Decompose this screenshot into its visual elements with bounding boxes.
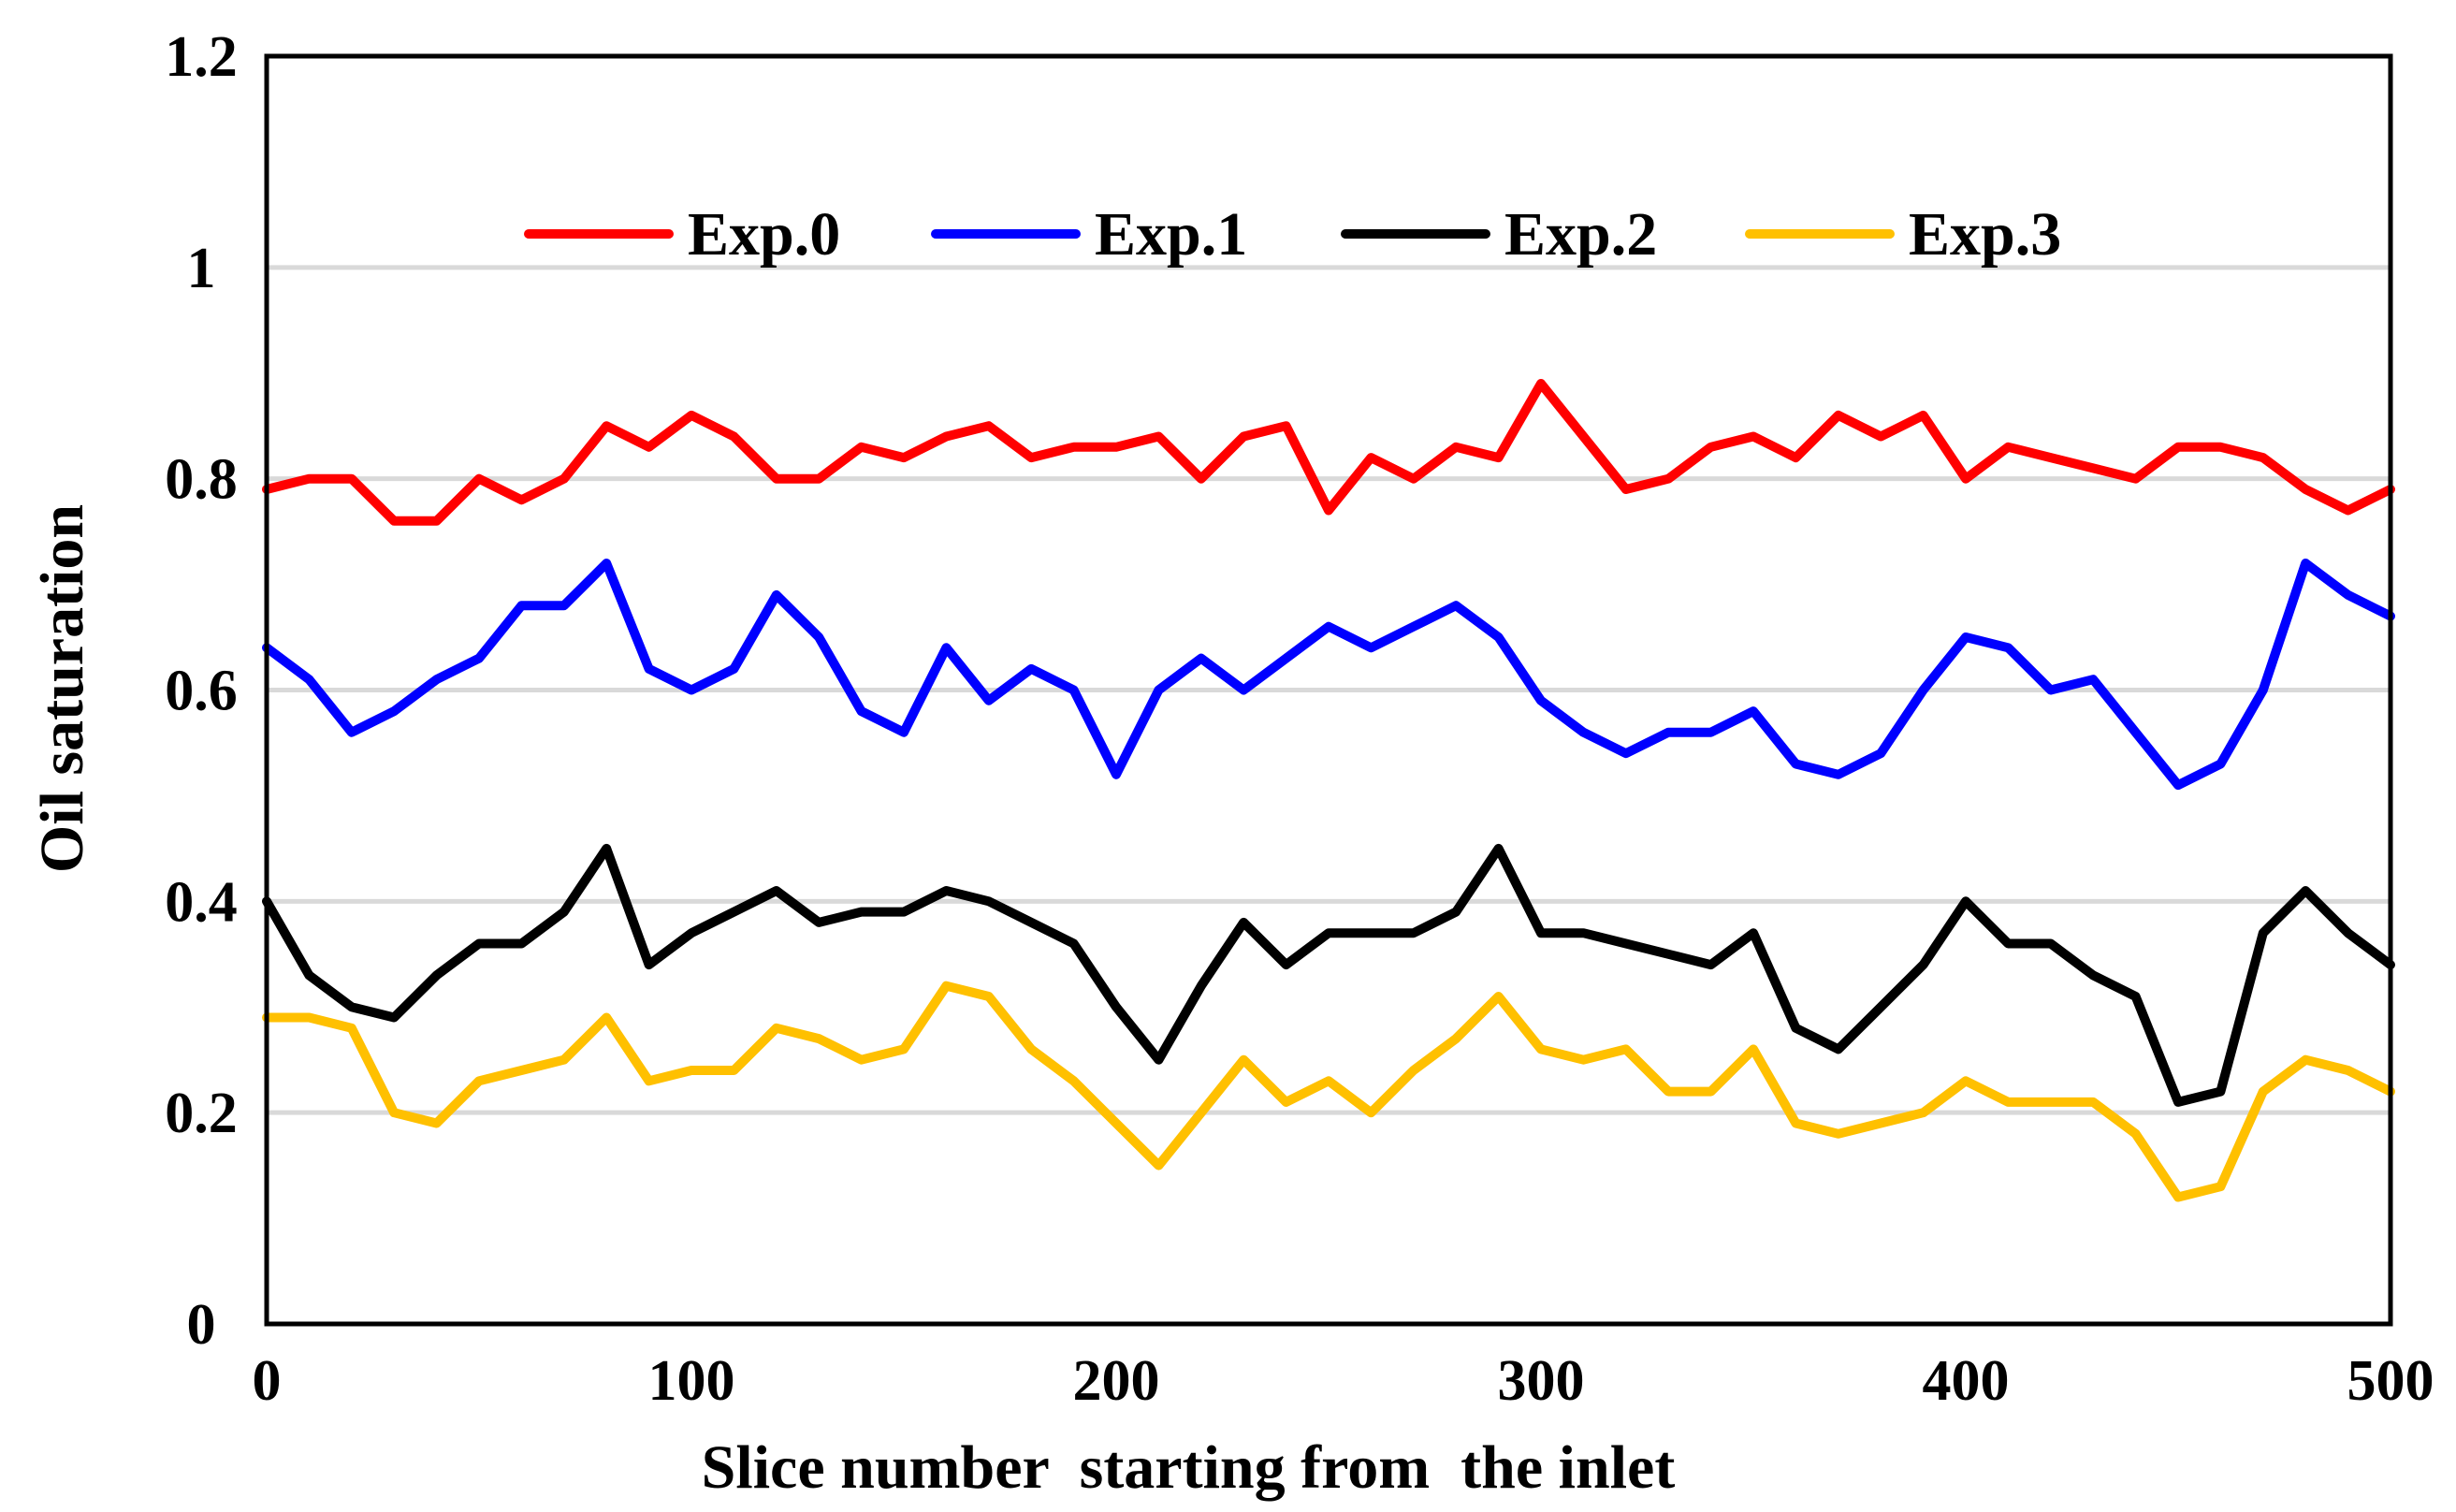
y-axis-title: Oil saturation [28,504,96,873]
x-tick-label: 0 [253,1349,282,1413]
gridlines [267,265,2391,1115]
legend-label-exp-3: Exp.3 [1909,200,2061,269]
x-tick-label: 500 [2347,1349,2434,1413]
x-tick-label: 400 [1923,1349,2010,1413]
legend-label-exp-0: Exp.0 [688,200,840,269]
y-tick-label: 1.2 [165,25,238,89]
legend-label-exp-1: Exp.1 [1095,200,1247,269]
legend-label-exp-2: Exp.2 [1504,200,1657,269]
y-tick-label: 0 [187,1293,216,1357]
series-line-exp-2 [262,843,2395,1107]
y-tick-label: 0.6 [165,660,238,723]
y-tick-label: 0.2 [165,1082,238,1145]
x-axis-title: Slice number starting from the inlet [702,1433,1676,1502]
x-tick-label: 200 [1073,1349,1160,1413]
x-tick-label: 100 [648,1349,735,1413]
x-tick-label: 300 [1498,1349,1585,1413]
legend: Exp.0 Exp.1 Exp.2 Exp.3 [524,200,2061,269]
series-lines [262,379,2395,1202]
y-tick-label: 1 [187,237,216,300]
series-line-exp-3 [262,981,2395,1202]
y-tick-label: 0.8 [165,448,238,512]
x-axis-tick-labels: 0 100 200 300 400 500 [253,1349,2434,1413]
series-line-exp-0 [262,379,2395,526]
series-line-exp-1 [262,559,2395,791]
plot-area-frame [264,53,2393,1327]
y-axis-tick-labels: 0 0.2 0.4 0.6 0.8 1 1.2 [165,25,238,1357]
y-tick-label: 0.4 [165,870,238,934]
